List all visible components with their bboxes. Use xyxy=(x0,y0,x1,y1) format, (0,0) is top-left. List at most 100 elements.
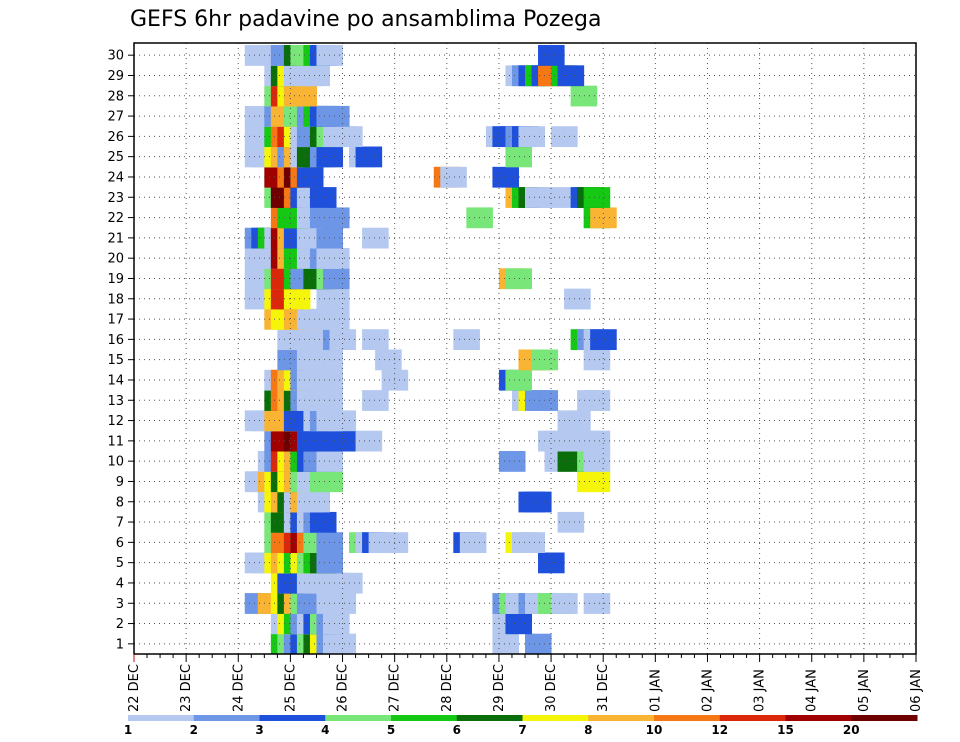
x-tick-label: 02 JAN xyxy=(700,669,715,712)
heatmap-cell xyxy=(322,105,350,127)
heatmap-cell xyxy=(375,349,402,371)
y-tick-label: 22 xyxy=(107,211,124,226)
x-tick-label: 06 JAN xyxy=(909,669,924,712)
colorbar: 1 2 3 4 5 6 7 8 10 12 15 20 xyxy=(124,715,918,737)
x-tick-label: 22 DEC xyxy=(127,664,142,712)
y-tick-label: 30 xyxy=(107,49,124,64)
x-tick-label: 29 DEC xyxy=(492,664,507,712)
y-tick-label: 12 xyxy=(107,414,124,429)
heatmap-cells xyxy=(244,45,617,655)
y-tick-label: 8 xyxy=(116,495,124,510)
colorbar-label: 8 xyxy=(584,723,592,737)
heatmap-cell xyxy=(303,65,330,87)
heatmap-cell xyxy=(322,613,350,635)
heatmap-cell xyxy=(355,146,383,168)
y-tick-label: 15 xyxy=(107,353,124,368)
heatmap-cell xyxy=(290,85,317,107)
heatmap-cell xyxy=(296,166,324,188)
heatmap-cell xyxy=(459,532,487,554)
colorbar-label: 1 xyxy=(124,723,132,737)
y-tick-label: 24 xyxy=(107,170,124,185)
y-tick-label: 27 xyxy=(107,110,124,125)
colorbar-label: 5 xyxy=(387,723,395,737)
heatmap-cell xyxy=(329,329,357,351)
heatmap-cell xyxy=(564,288,591,310)
y-axis: 1234567891011121314151617181920212223242… xyxy=(107,49,134,652)
colorbar-swatch xyxy=(391,715,458,721)
heatmap-cell xyxy=(362,329,389,351)
heatmap-cell xyxy=(583,390,611,411)
colorbar-label: 2 xyxy=(190,723,198,737)
colorbar-swatch xyxy=(719,715,786,721)
heatmap-cell xyxy=(505,146,533,168)
heatmap-cell xyxy=(525,633,552,655)
heatmap-cell xyxy=(583,451,611,472)
heatmap-cell xyxy=(453,329,480,351)
y-tick-label: 23 xyxy=(107,191,124,206)
colorbar-swatch xyxy=(851,715,918,721)
heatmap-cell xyxy=(590,207,617,229)
colorbar-label: 12 xyxy=(711,723,728,737)
heatmap-cell xyxy=(322,207,350,229)
y-tick-label: 17 xyxy=(107,313,124,328)
heatmap-cell xyxy=(557,65,585,87)
heatmap-cell xyxy=(329,633,357,655)
colorbar-label: 4 xyxy=(321,723,329,737)
y-tick-label: 26 xyxy=(107,130,124,145)
y-tick-label: 9 xyxy=(116,475,124,490)
heatmap-cell xyxy=(355,430,383,452)
heatmap-cell xyxy=(362,390,389,411)
colorbar-swatch xyxy=(456,715,523,721)
y-tick-label: 7 xyxy=(116,516,124,531)
colorbar-label: 6 xyxy=(453,723,461,737)
heatmap-cell xyxy=(564,410,591,432)
grid-lines xyxy=(134,43,916,654)
colorbar-label: 7 xyxy=(518,723,526,737)
y-tick-label: 11 xyxy=(107,434,124,449)
heatmap-cell xyxy=(538,45,565,66)
heatmap-cell xyxy=(505,613,533,635)
x-tick-label: 04 JAN xyxy=(805,669,820,712)
heatmap-cell xyxy=(583,593,611,614)
heatmap-cell xyxy=(505,268,533,290)
y-tick-label: 25 xyxy=(107,150,124,165)
heatmap-cell xyxy=(283,288,311,310)
chart-title: GEFS 6hr padavine po ansamblima Pozega xyxy=(130,7,601,32)
y-tick-label: 21 xyxy=(107,231,124,246)
x-tick-label: 30 DEC xyxy=(544,664,559,712)
heatmap-cell xyxy=(322,308,350,330)
y-tick-label: 28 xyxy=(107,89,124,104)
heatmap-cell xyxy=(518,532,546,554)
y-tick-label: 13 xyxy=(107,394,124,409)
colorbar-swatch xyxy=(588,715,655,721)
heatmap-cell xyxy=(309,511,337,533)
y-tick-label: 6 xyxy=(116,536,124,551)
heatmap-cell xyxy=(538,187,565,208)
heatmap-cell xyxy=(440,166,467,188)
y-tick-label: 1 xyxy=(116,637,124,652)
heatmap-cell xyxy=(570,85,598,107)
colorbar-swatch xyxy=(522,715,589,721)
heatmap-cell xyxy=(505,369,533,391)
y-tick-label: 3 xyxy=(116,597,124,612)
colorbar-swatch xyxy=(128,715,195,721)
x-tick-label: 23 DEC xyxy=(179,664,194,712)
y-tick-label: 20 xyxy=(107,252,124,267)
colorbar-swatch xyxy=(785,715,852,721)
heatmap-cell xyxy=(583,471,611,493)
heatmap-cell xyxy=(322,248,350,269)
x-tick-label: 24 DEC xyxy=(231,664,246,712)
heatmap-cell xyxy=(329,410,357,432)
heatmap-cell xyxy=(590,329,617,351)
heatmap-cell xyxy=(322,268,350,290)
x-tick-label: 27 DEC xyxy=(388,664,403,712)
heatmap-cell xyxy=(303,491,330,513)
colorbar-label: 20 xyxy=(843,723,860,737)
x-axis: 22 DEC 23 DEC 24 DEC 25 DEC 26 DEC 27 DEC 28 D… xyxy=(127,654,924,712)
y-tick-label: 5 xyxy=(116,556,124,571)
heatmap-cell xyxy=(583,349,611,371)
colorbar-swatch xyxy=(259,715,326,721)
x-tick-label: 31 DEC xyxy=(596,664,611,712)
x-tick-label: 05 JAN xyxy=(857,669,872,712)
